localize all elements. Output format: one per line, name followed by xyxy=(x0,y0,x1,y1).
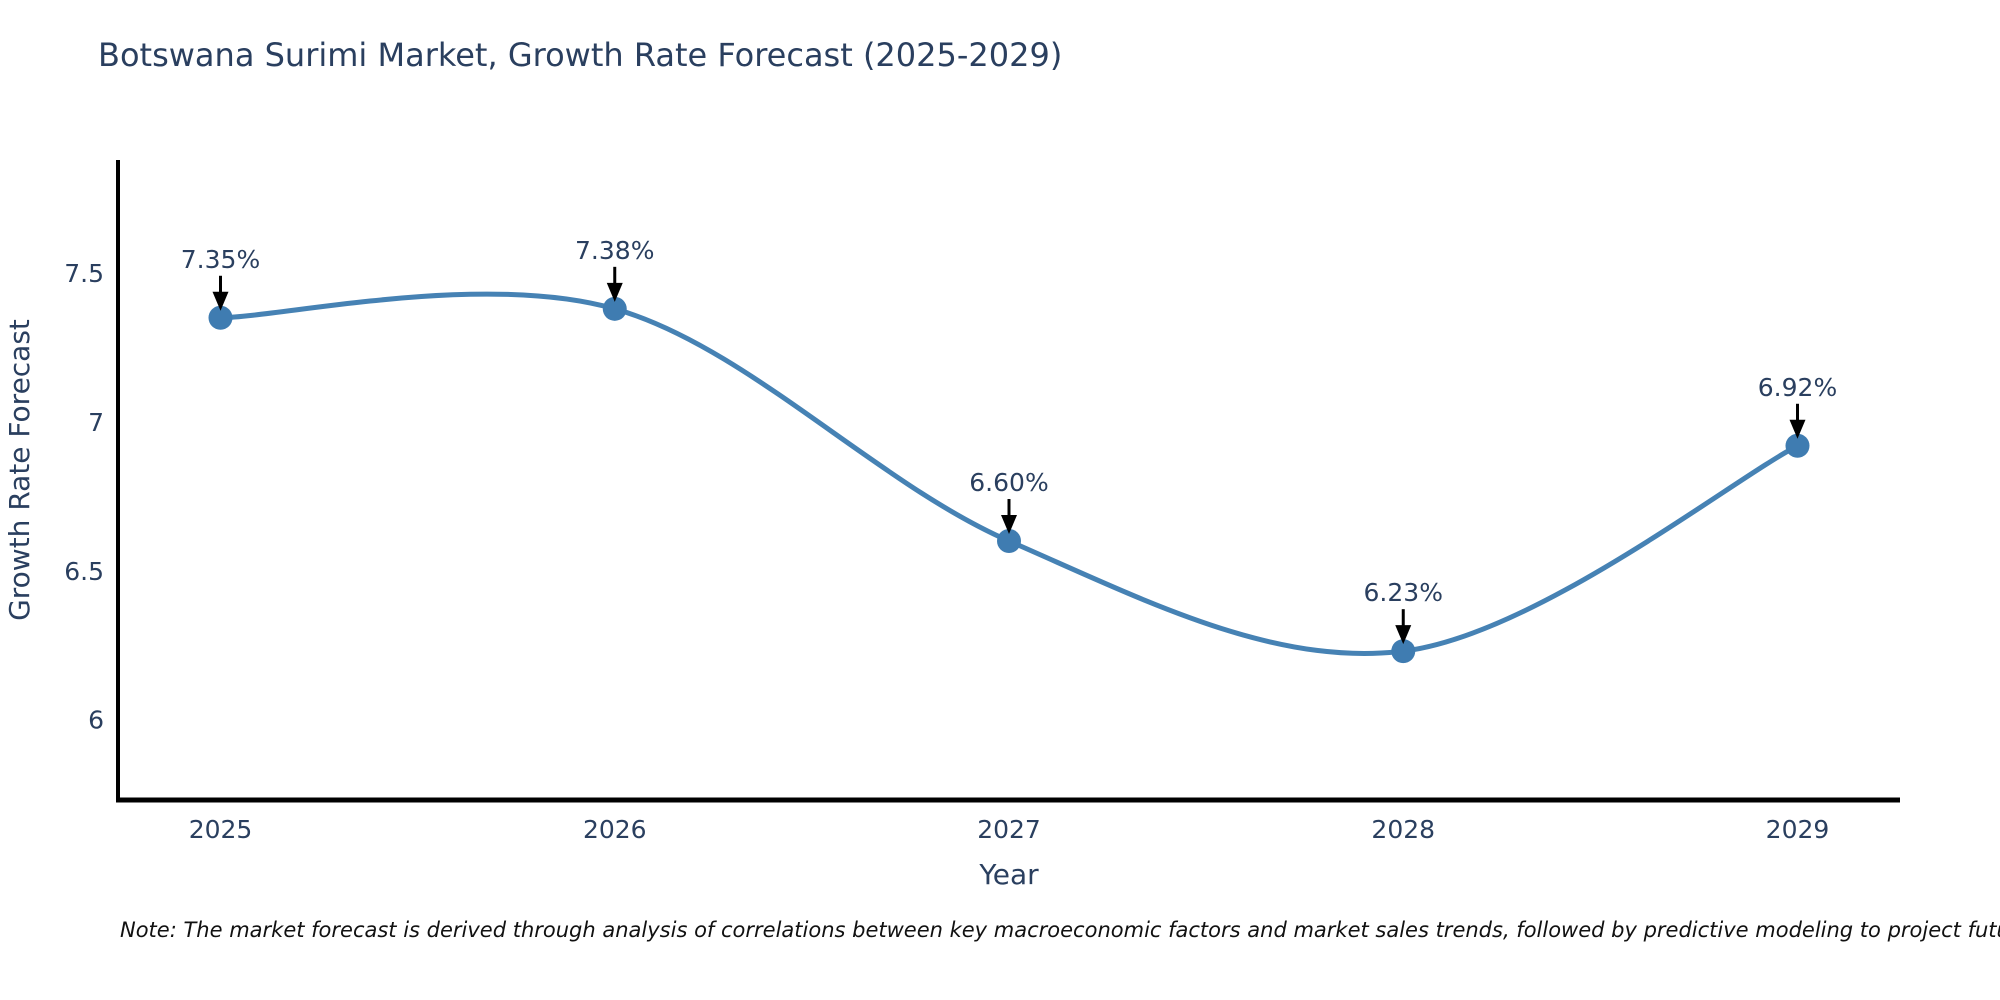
point-value-label: 7.35% xyxy=(181,245,260,274)
y-axis-title: Growth Rate Forecast xyxy=(3,319,36,621)
y-tick-label: 7 xyxy=(88,408,104,437)
data-point-marker xyxy=(1785,433,1810,458)
chart-title: Botswana Surimi Market, Growth Rate Fore… xyxy=(98,36,1063,74)
y-tick-label: 6 xyxy=(88,706,104,735)
footnote: Note: The market forecast is derived thr… xyxy=(120,918,2000,942)
annotation-arrowhead xyxy=(1789,419,1806,439)
point-value-label: 6.23% xyxy=(1364,578,1443,607)
annotation-arrowhead xyxy=(606,282,623,302)
y-axis-tick-labels: 6 6.5 7 7.5 xyxy=(64,259,104,735)
x-axis-title: Year xyxy=(978,858,1039,891)
point-value-label: 6.60% xyxy=(969,468,1048,497)
data-point-marker xyxy=(1391,639,1416,664)
data-point-marker xyxy=(602,296,627,321)
series-layer xyxy=(208,291,1810,664)
x-tick-label: 2029 xyxy=(1766,815,1830,844)
x-tick-label: 2025 xyxy=(189,815,253,844)
annotation-arrowhead xyxy=(1001,515,1017,535)
annotation-arrowhead xyxy=(212,291,229,311)
x-tick-label: 2027 xyxy=(977,815,1041,844)
annotation-arrowhead xyxy=(1395,625,1412,645)
point-value-label: 6.92% xyxy=(1758,373,1837,402)
data-point-marker xyxy=(997,529,1021,554)
point-value-label: 7.38% xyxy=(575,236,654,265)
annotation-layer: 7.35% 7.38% 6.60% 6.23% 6.92% xyxy=(181,236,1837,645)
x-tick-label: 2028 xyxy=(1371,815,1435,844)
x-tick-label: 2026 xyxy=(583,815,647,844)
data-point-marker xyxy=(208,305,233,330)
x-axis-tick-labels: 2025 2026 2027 2028 2029 xyxy=(189,815,1830,844)
y-tick-label: 7.5 xyxy=(64,259,104,288)
y-tick-label: 6.5 xyxy=(64,557,104,586)
